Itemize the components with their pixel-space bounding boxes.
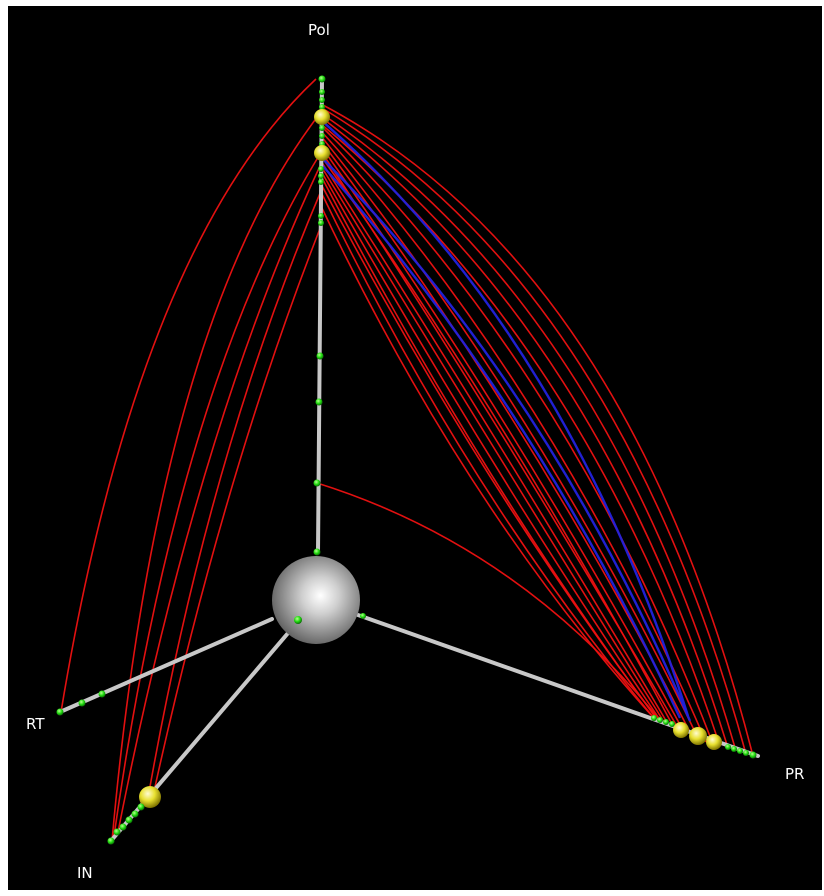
node-large-4 xyxy=(314,109,330,125)
node-large-22 xyxy=(139,786,161,808)
node-small-3 xyxy=(319,104,325,110)
node-small-33 xyxy=(669,721,675,727)
node-small-1 xyxy=(319,89,325,95)
edges-layer xyxy=(60,78,754,842)
node-small-32 xyxy=(663,719,669,725)
edge-4 xyxy=(147,190,322,799)
nodes-layer xyxy=(56,75,757,845)
node-small-23 xyxy=(137,803,145,811)
node-small-2 xyxy=(319,97,325,103)
node-small-10 xyxy=(318,173,324,179)
edge-2 xyxy=(113,153,321,837)
node-small-39 xyxy=(737,748,743,754)
node-small-41 xyxy=(749,751,757,759)
node-small-21 xyxy=(294,616,302,624)
edge-10 xyxy=(321,117,729,749)
edge-19 xyxy=(320,160,669,725)
edge-21 xyxy=(320,170,661,721)
edge-26 xyxy=(321,120,690,717)
node-small-16 xyxy=(313,479,321,487)
node-small-15 xyxy=(315,398,323,406)
axis-label-pol: Pol xyxy=(308,21,330,39)
edge-6 xyxy=(316,482,659,719)
node-small-25 xyxy=(125,816,133,824)
node-small-26 xyxy=(119,823,127,831)
node-small-20 xyxy=(98,690,106,698)
node-small-14 xyxy=(316,352,324,360)
hive-plot-canvas xyxy=(56,75,760,845)
node-small-29 xyxy=(360,613,366,619)
edge-23 xyxy=(320,183,659,721)
node-small-17 xyxy=(313,548,321,556)
node-small-18 xyxy=(56,708,64,716)
edge-3 xyxy=(117,165,321,833)
axis-label-pr: PR xyxy=(785,765,805,783)
node-large-35 xyxy=(689,727,707,745)
edge-8 xyxy=(321,107,747,755)
hub-sphere xyxy=(272,556,360,644)
hive-plot-viewport[interactable]: Pol RT PR IN xyxy=(8,6,822,890)
node-small-37 xyxy=(725,744,731,750)
node-small-40 xyxy=(743,750,749,756)
edge-7 xyxy=(320,103,754,757)
node-large-8 xyxy=(314,145,330,161)
axis-rt xyxy=(58,617,274,714)
edge-20 xyxy=(320,165,665,723)
edge-9 xyxy=(321,113,737,752)
axis-label-rt: RT xyxy=(26,715,45,733)
edge-16 xyxy=(320,145,685,733)
node-small-5 xyxy=(319,125,325,131)
node-small-6 xyxy=(319,133,325,139)
axis-label-in: IN xyxy=(77,864,93,882)
node-small-9 xyxy=(318,166,324,172)
hub-layer xyxy=(272,556,360,644)
node-small-24 xyxy=(131,810,139,818)
edge-14 xyxy=(320,135,699,739)
node-small-11 xyxy=(318,179,324,185)
node-small-12 xyxy=(318,213,324,219)
edge-0 xyxy=(60,78,317,713)
node-large-36 xyxy=(706,734,722,750)
edge-18 xyxy=(320,155,674,727)
edge-28 xyxy=(320,163,682,719)
edge-25 xyxy=(320,205,653,717)
node-small-30 xyxy=(651,715,657,721)
node-small-38 xyxy=(731,746,737,752)
edge-27 xyxy=(321,157,692,722)
node-small-27 xyxy=(113,828,121,836)
node-large-34 xyxy=(673,722,689,738)
node-small-0 xyxy=(318,75,326,83)
edge-24 xyxy=(320,191,655,719)
edge-1 xyxy=(111,115,319,842)
edge-13 xyxy=(320,130,707,743)
node-small-13 xyxy=(318,220,324,226)
node-small-28 xyxy=(107,837,115,845)
edge-12 xyxy=(320,125,714,745)
node-small-31 xyxy=(657,717,663,723)
edge-5 xyxy=(152,225,322,797)
node-small-19 xyxy=(78,699,86,707)
